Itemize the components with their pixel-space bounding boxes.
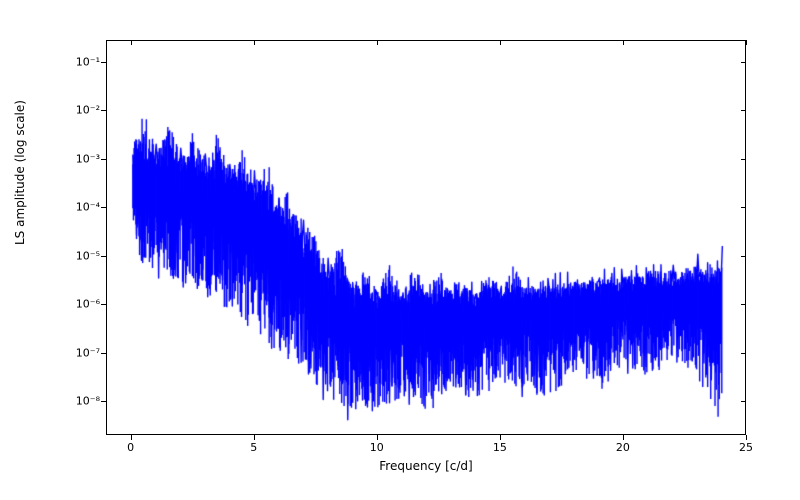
y-tick-mark xyxy=(741,110,746,111)
y-tick-label: 10⁻¹ xyxy=(76,55,100,68)
y-tick-label: 10⁻⁵ xyxy=(76,249,100,262)
y-tick-mark xyxy=(741,159,746,160)
y-tick-label: 10⁻³ xyxy=(76,152,100,165)
x-tick-mark xyxy=(623,435,624,440)
x-tick-mark xyxy=(623,40,624,45)
y-tick-mark xyxy=(101,256,106,257)
y-tick-label: 10⁻² xyxy=(76,104,100,117)
x-tick-label: 10 xyxy=(370,441,384,454)
y-tick-mark xyxy=(741,401,746,402)
y-tick-mark xyxy=(101,62,106,63)
y-tick-mark xyxy=(741,353,746,354)
x-tick-mark xyxy=(500,435,501,440)
x-tick-mark xyxy=(131,435,132,440)
x-tick-mark xyxy=(377,40,378,45)
x-tick-mark xyxy=(131,40,132,45)
y-tick-mark xyxy=(741,304,746,305)
y-tick-mark xyxy=(741,207,746,208)
y-tick-mark xyxy=(101,353,106,354)
x-tick-mark xyxy=(377,435,378,440)
x-tick-mark xyxy=(500,40,501,45)
x-tick-mark xyxy=(254,40,255,45)
y-tick-mark xyxy=(741,256,746,257)
y-tick-mark xyxy=(101,401,106,402)
x-tick-mark xyxy=(254,435,255,440)
y-tick-label: 10⁻⁸ xyxy=(76,395,100,408)
y-tick-mark xyxy=(101,110,106,111)
x-tick-mark xyxy=(746,40,747,45)
y-tick-mark xyxy=(741,62,746,63)
x-axis-label: Frequency [c/d] xyxy=(379,459,472,473)
x-tick-label: 20 xyxy=(616,441,630,454)
y-tick-label: 10⁻⁷ xyxy=(76,346,100,359)
x-tick-label: 5 xyxy=(250,441,257,454)
x-tick-label: 15 xyxy=(493,441,507,454)
x-tick-label: 25 xyxy=(739,441,753,454)
y-tick-mark xyxy=(101,159,106,160)
x-tick-label: 0 xyxy=(127,441,134,454)
plot-area xyxy=(106,40,746,435)
periodogram-chart: LS amplitude (log scale) Frequency [c/d]… xyxy=(0,0,800,500)
y-tick-mark xyxy=(101,207,106,208)
y-tick-label: 10⁻⁶ xyxy=(76,298,100,311)
y-tick-mark xyxy=(101,304,106,305)
series-canvas xyxy=(107,41,746,435)
y-tick-label: 10⁻⁴ xyxy=(76,201,100,214)
x-tick-mark xyxy=(746,435,747,440)
